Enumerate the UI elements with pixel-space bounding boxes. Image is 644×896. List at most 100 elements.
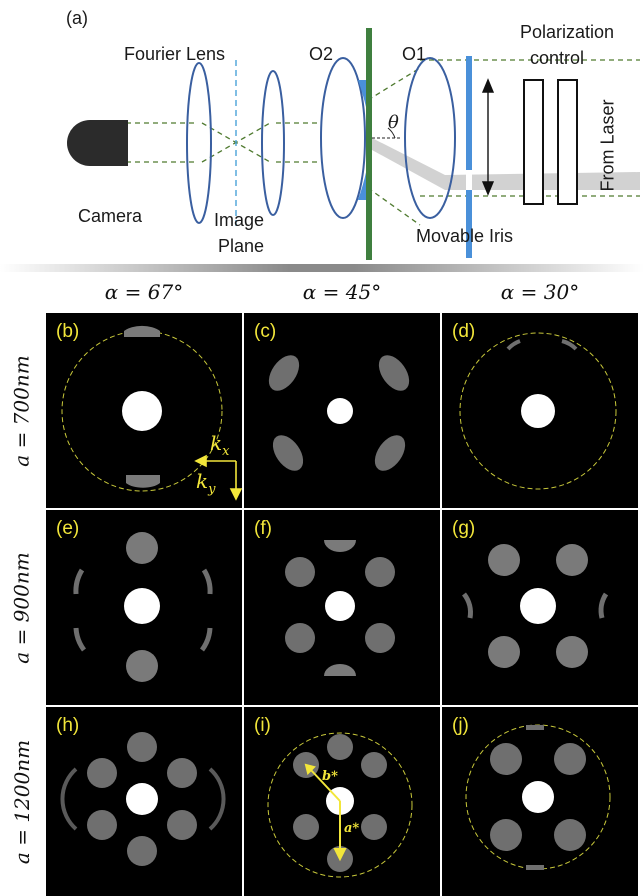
diffraction-spot xyxy=(378,355,410,391)
diffraction-spot xyxy=(488,544,520,576)
panel-f-image xyxy=(285,540,395,676)
diffraction-panel-j: (j) xyxy=(442,707,638,896)
reciprocal-vector-arrows xyxy=(304,763,347,862)
panel-h-image xyxy=(60,732,226,866)
row-header-700: a = 700nm xyxy=(0,313,44,508)
diffraction-spot xyxy=(361,752,387,778)
diffraction-panel-g: (g) xyxy=(442,510,638,705)
kx-subscript: x xyxy=(222,444,230,459)
panel-g-image xyxy=(461,544,609,668)
ky-label: ky xyxy=(196,469,215,497)
kx-symbol: k xyxy=(210,431,223,455)
o2-label: O2 xyxy=(309,44,334,64)
diffraction-spot xyxy=(490,743,522,775)
diffraction-spot xyxy=(324,664,356,676)
diffraction-spot xyxy=(124,325,160,337)
fourier-lens-label: Fourier Lens xyxy=(124,44,226,64)
diffraction-spot xyxy=(526,725,544,730)
diffraction-panel-i: (i) b* a* xyxy=(244,707,440,896)
panel-label-e: (e) xyxy=(56,518,80,539)
b-star-label: b* xyxy=(322,769,338,784)
objective-o1 xyxy=(404,57,456,219)
diffraction-spot xyxy=(126,532,158,564)
camera-label: Camera xyxy=(78,206,143,226)
polarizer-plate-2 xyxy=(557,79,578,205)
guide-circle xyxy=(459,332,617,490)
panel-b-image xyxy=(61,325,242,501)
panel-i-image xyxy=(267,732,413,878)
ky-subscript: y xyxy=(208,482,216,497)
camera-icon xyxy=(67,120,128,166)
a-star-label: a* xyxy=(344,821,360,836)
image-plane-label-line2: Plane xyxy=(218,236,265,256)
column-header-30: α = 30° xyxy=(500,280,580,304)
diffraction-spot xyxy=(268,355,300,391)
polarization-label-line1: Polarization xyxy=(520,22,615,42)
diffraction-spot xyxy=(526,865,544,870)
panel-label-h: (h) xyxy=(56,715,80,736)
panel-c-image xyxy=(268,355,410,471)
fourier-lens-1 xyxy=(186,62,212,224)
section-divider xyxy=(0,264,644,272)
diffraction-panel-c: (c) xyxy=(244,313,440,508)
panel-j-image xyxy=(465,724,611,870)
diffraction-spot xyxy=(365,557,395,587)
row-header-700-text: a = 700nm xyxy=(10,354,35,467)
row-header-900-text: a = 900nm xyxy=(10,551,35,664)
diffraction-panel-e: (e) xyxy=(46,510,242,705)
diffraction-spot xyxy=(327,734,353,760)
k-axes-icon xyxy=(194,454,242,501)
from-laser-label: From Laser xyxy=(597,99,618,192)
diffraction-spot xyxy=(60,767,78,831)
diffraction-spot xyxy=(87,810,117,840)
panel-label-f: (f) xyxy=(254,518,272,539)
diffraction-spot xyxy=(272,435,304,471)
panel-label-i: (i) xyxy=(254,715,271,736)
schematic-drawing xyxy=(67,28,640,260)
panel-e-image xyxy=(73,532,213,682)
sample-plate xyxy=(366,28,372,260)
theta-arc xyxy=(387,127,396,139)
polarizer-plate-1 xyxy=(523,79,544,205)
zero-order-spot xyxy=(327,398,353,424)
diffraction-spot xyxy=(556,544,588,576)
diffraction-spot xyxy=(285,557,315,587)
diffraction-spot xyxy=(126,650,158,682)
diffraction-spot xyxy=(87,758,117,788)
row-header-1200: a = 1200nm xyxy=(0,707,44,896)
diffraction-spot xyxy=(506,339,521,351)
diffraction-panel-f: (f) xyxy=(244,510,440,705)
diffraction-spot xyxy=(361,814,387,840)
polarization-label-line2: control xyxy=(530,48,585,68)
objective-o2 xyxy=(320,57,366,219)
diffraction-panel-d: (d) xyxy=(442,313,638,508)
diffraction-spot xyxy=(598,592,609,619)
column-header-45: α = 45° xyxy=(302,280,382,304)
diffraction-spot xyxy=(167,810,197,840)
row-header-900: a = 900nm xyxy=(0,510,44,705)
diffraction-spot xyxy=(167,758,197,788)
iris-motion-arrow xyxy=(481,78,495,196)
image-plane-label-line1: Image xyxy=(214,210,265,230)
movable-iris-label: Movable Iris xyxy=(416,226,514,246)
diffraction-spot xyxy=(199,627,213,652)
o1-label: O1 xyxy=(402,44,427,64)
fourier-lens-2 xyxy=(261,70,285,216)
diffraction-spot xyxy=(374,435,406,471)
zero-order-spot xyxy=(522,781,554,813)
diffraction-spot xyxy=(73,627,87,652)
zero-order-spot xyxy=(124,588,160,624)
panel-label-g: (g) xyxy=(452,518,476,539)
diffraction-panel-b: (b) kx ky xyxy=(46,313,242,508)
diffraction-spot xyxy=(554,819,586,851)
guide-circle xyxy=(267,732,413,878)
zero-order-spot xyxy=(520,588,556,624)
diffraction-spot xyxy=(201,568,213,595)
column-header-67: α = 67° xyxy=(104,280,184,304)
panel-label-d: (d) xyxy=(452,321,476,342)
diffraction-spot xyxy=(285,623,315,653)
diffraction-spot xyxy=(461,592,473,619)
diffraction-spot xyxy=(556,636,588,668)
diffraction-spot xyxy=(554,743,586,775)
diffraction-spot xyxy=(490,819,522,851)
